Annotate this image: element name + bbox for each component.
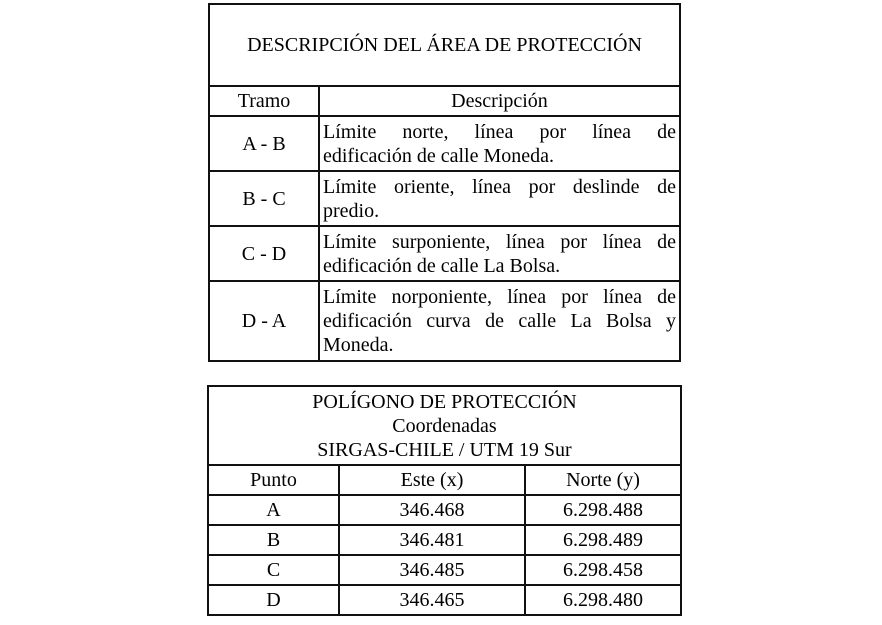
header-norte: Norte (y) (524, 464, 682, 496)
table-row: C 346.485 6.298.458 (207, 554, 682, 586)
header-este: Este (x) (338, 464, 526, 496)
description-line: Límite norponiente, línea por línea de (323, 286, 676, 308)
header-descripcion: Descripción (318, 85, 681, 117)
table-row: C - D Límite surponiente, línea por líne… (208, 225, 681, 282)
tramo-cell: D - A (208, 280, 320, 362)
description-line: edificación de calle La Bolsa. (323, 254, 561, 277)
description-cell: Límite norponiente, línea por línea de ed… (318, 280, 681, 362)
norte-cell: 6.298.488 (524, 494, 682, 526)
punto-cell: B (207, 524, 340, 556)
este-cell: 346.481 (338, 524, 526, 556)
table-subtitle: Coordenadas (392, 414, 497, 437)
norte-cell: 6.298.489 (524, 524, 682, 556)
description-line: Límite oriente, línea por deslinde de (323, 175, 676, 198)
table-row: B - C Límite oriente, línea por deslinde… (208, 170, 681, 227)
description-cell: Límite surponiente, línea por línea de ed… (318, 225, 681, 282)
table-row: B 346.481 6.298.489 (207, 524, 682, 556)
description-line: edificación curva de calle La Bolsa y (323, 310, 676, 332)
tramo-cell: C - D (208, 225, 320, 282)
punto-cell: C (207, 554, 340, 586)
coordinate-system: SIRGAS-CHILE / UTM 19 Sur (317, 438, 572, 461)
tramo-cell: B - C (208, 170, 320, 227)
header-tramo: Tramo (208, 85, 320, 117)
punto-cell: D (207, 584, 340, 616)
description-table: DESCRIPCIÓN DEL ÁREA DE PROTECCIÓN Tramo… (208, 3, 681, 362)
este-cell: 346.485 (338, 554, 526, 586)
description-line: predio. (323, 199, 380, 222)
description-line: Límite surponiente, línea por línea de (323, 230, 676, 253)
norte-cell: 6.298.480 (524, 584, 682, 616)
table-title: DESCRIPCIÓN DEL ÁREA DE PROTECCIÓN (208, 3, 681, 87)
table-row: D - A Límite norponiente, línea por líne… (208, 280, 681, 362)
table-row: A 346.468 6.298.488 (207, 494, 682, 526)
punto-cell: A (207, 494, 340, 526)
header-punto: Punto (207, 464, 340, 496)
tramo-cell: A - B (208, 115, 320, 172)
este-cell: 346.465 (338, 584, 526, 616)
description-cell: Límite norte, línea por línea de edificac… (318, 115, 681, 172)
este-cell: 346.468 (338, 494, 526, 526)
norte-cell: 6.298.458 (524, 554, 682, 586)
table-title: POLÍGONO DE PROTECCIÓN (312, 390, 577, 413)
polygon-table: POLÍGONO DE PROTECCIÓN Coordenadas SIRGA… (207, 385, 682, 616)
description-cell: Límite oriente, línea por deslinde de pre… (318, 170, 681, 227)
table-row: D 346.465 6.298.480 (207, 584, 682, 616)
description-line: edificación de calle Moneda. (323, 144, 554, 167)
table-title-block: POLÍGONO DE PROTECCIÓN Coordenadas SIRGA… (207, 385, 682, 466)
table-row: A - B Límite norte, línea por línea de ed… (208, 115, 681, 172)
description-line: Moneda. (323, 334, 394, 356)
description-line: Límite norte, línea por línea de (323, 120, 676, 143)
